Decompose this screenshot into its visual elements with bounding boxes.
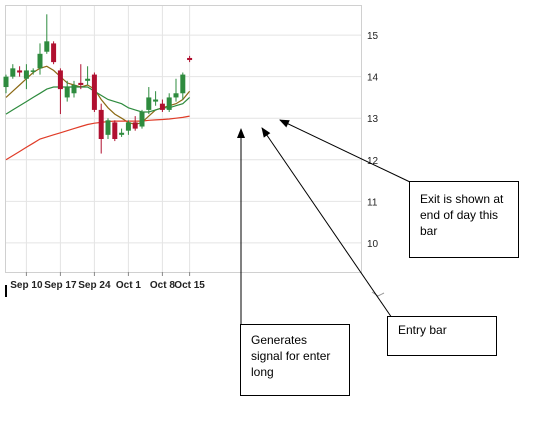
plot-border — [5, 5, 362, 273]
candle-body — [71, 84, 77, 94]
exit-callout: Exit is shown at end of day this bar — [409, 181, 519, 258]
candle-body — [57, 70, 63, 90]
candle-body — [119, 132, 125, 135]
candle-body — [125, 122, 131, 131]
moving-averages — [5, 65, 191, 161]
candle-body — [85, 78, 91, 81]
y-tick-label: 13 — [367, 114, 379, 125]
candle-body — [30, 70, 36, 72]
x-tick-label: Oct 1 — [116, 280, 141, 291]
entry-arrow — [261, 127, 393, 319]
y-tick-label: 14 — [367, 73, 379, 84]
y-tick-label: 15 — [367, 31, 379, 42]
candle-body — [37, 53, 43, 69]
candle-body — [159, 103, 165, 110]
signal-callout: Generates signal for enter long — [240, 324, 350, 396]
candle-body — [166, 97, 172, 110]
candle-body — [91, 74, 97, 110]
candle-body — [23, 70, 29, 79]
x-tick-label: Sep 24 — [78, 280, 111, 291]
callout-arrows — [237, 119, 411, 324]
x-axis-ticks: Sep 10 Sep 17 Sep 24 Oct 1 Oct 8 Oct 15 — [10, 272, 205, 291]
y-axis-ticks: 10 11 12 13 14 15 — [367, 31, 379, 250]
x-tick-label: Sep 17 — [44, 280, 77, 291]
candle-body — [51, 43, 57, 63]
moving-average-line — [5, 115, 190, 161]
y-tick-label: 11 — [367, 197, 378, 208]
candle-body — [112, 122, 118, 139]
candle-body — [17, 70, 23, 73]
candles — [3, 14, 193, 154]
candle-body — [98, 109, 104, 139]
candle-body — [64, 87, 70, 98]
x-tick-label: Oct 8 — [150, 280, 175, 291]
x-tick-label: Oct 15 — [174, 280, 205, 291]
y-tick-label: 10 — [367, 239, 379, 250]
candle-body — [153, 99, 159, 102]
candle-body — [187, 57, 193, 61]
candle-body — [180, 74, 186, 94]
candle-body — [44, 41, 50, 52]
candle-body — [10, 68, 16, 77]
candle-body — [105, 120, 111, 135]
x-tick-label: Sep 10 — [10, 280, 43, 291]
entry-callout: Entry bar — [387, 316, 497, 356]
candle-body — [78, 82, 84, 85]
candle-body — [146, 97, 152, 110]
candle-body — [132, 122, 138, 129]
y-tick-label: 12 — [367, 156, 379, 167]
moving-average-line — [5, 86, 191, 115]
candle-body — [3, 76, 9, 88]
entry-callout-text: Entry bar — [398, 323, 447, 337]
candle-body — [139, 111, 145, 127]
exit-callout-text: Exit is shown at end of day this bar — [420, 192, 504, 238]
chart-gridlines — [6, 6, 361, 272]
signal-callout-text: Generates signal for enter long — [251, 333, 331, 379]
candle-body — [173, 93, 179, 98]
exit-arrow — [279, 119, 411, 183]
axis-right-marker — [371, 291, 385, 297]
